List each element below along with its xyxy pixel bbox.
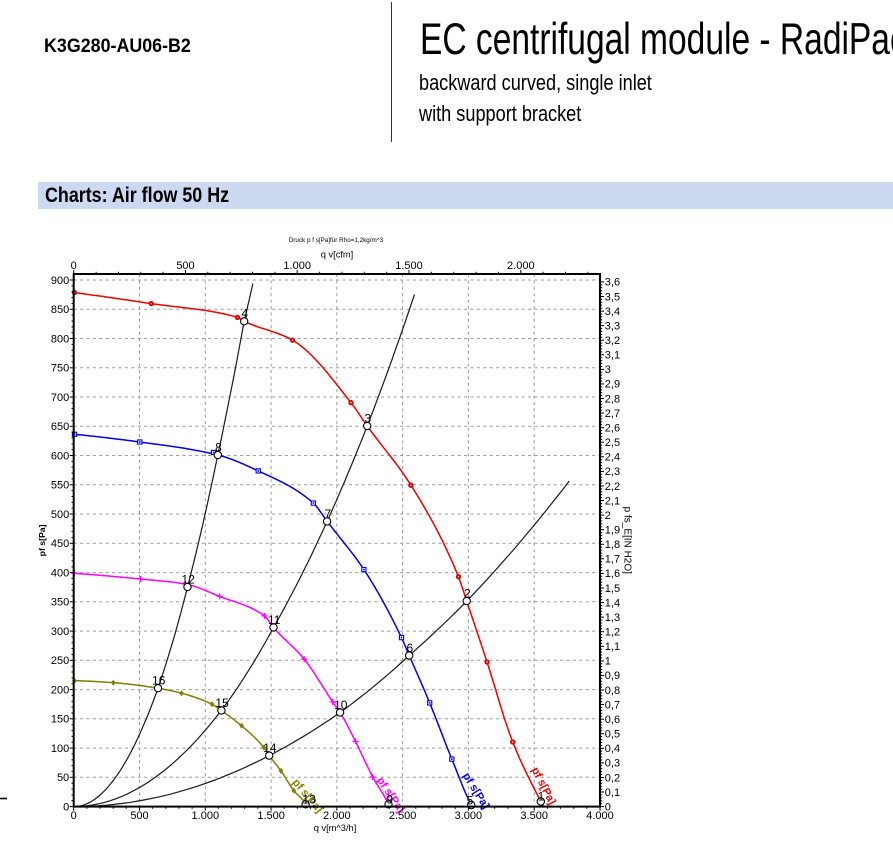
svg-text:0,4: 0,4	[605, 743, 620, 755]
svg-text:1: 1	[605, 656, 611, 668]
svg-text:50: 50	[57, 772, 69, 784]
svg-text:1,6: 1,6	[605, 568, 620, 580]
svg-text:0,8: 0,8	[605, 685, 620, 697]
svg-text:400: 400	[51, 567, 69, 579]
svg-text:2,8: 2,8	[605, 393, 620, 405]
svg-text:5: 5	[467, 793, 474, 807]
svg-text:14: 14	[263, 741, 277, 755]
svg-text:9: 9	[386, 793, 393, 807]
svg-text:1.000: 1.000	[283, 260, 311, 272]
svg-text:3,5: 3,5	[605, 291, 620, 303]
svg-text:2: 2	[464, 587, 471, 601]
svg-text:250: 250	[51, 655, 69, 667]
svg-text:3,2: 3,2	[605, 335, 620, 347]
svg-text:0: 0	[71, 260, 77, 272]
svg-text:10: 10	[334, 698, 348, 712]
svg-text:500: 500	[130, 810, 148, 822]
svg-text:650: 650	[51, 421, 69, 433]
svg-text:1,7: 1,7	[605, 554, 620, 566]
svg-text:2,4: 2,4	[605, 452, 620, 464]
svg-text:0,6: 0,6	[605, 714, 620, 726]
svg-text:1,9: 1,9	[605, 525, 620, 537]
svg-text:2,7: 2,7	[605, 408, 620, 420]
svg-text:1,5: 1,5	[605, 583, 620, 595]
svg-text:1: 1	[538, 790, 545, 804]
svg-text:q v[m^3/h]: q v[m^3/h]	[314, 823, 357, 833]
svg-text:3: 3	[605, 364, 611, 376]
svg-text:2.000: 2.000	[323, 810, 351, 822]
svg-text:450: 450	[51, 538, 69, 550]
svg-text:13: 13	[302, 793, 316, 807]
svg-text:500: 500	[176, 260, 194, 272]
svg-text:200: 200	[51, 684, 69, 696]
svg-text:0: 0	[71, 810, 77, 822]
svg-text:3,6: 3,6	[605, 277, 620, 289]
svg-text:3.000: 3.000	[455, 810, 483, 822]
svg-text:16: 16	[152, 674, 166, 688]
svg-text:2: 2	[605, 510, 611, 522]
svg-text:0,2: 0,2	[605, 772, 620, 784]
svg-text:100: 100	[51, 743, 69, 755]
svg-text:2.000: 2.000	[507, 260, 535, 272]
svg-text:0,1: 0,1	[605, 787, 620, 799]
svg-text:900: 900	[51, 275, 69, 287]
svg-text:1,4: 1,4	[605, 597, 620, 609]
svg-text:3.500: 3.500	[520, 810, 548, 822]
svg-text:3,1: 3,1	[605, 350, 620, 362]
svg-text:550: 550	[51, 480, 69, 492]
svg-text:4.000: 4.000	[586, 810, 614, 822]
svg-text:p fs_E[IN H2O]: p fs_E[IN H2O]	[622, 507, 633, 574]
svg-text:700: 700	[51, 392, 69, 404]
svg-text:3,4: 3,4	[605, 306, 620, 318]
svg-text:1.500: 1.500	[395, 260, 423, 272]
svg-text:0,7: 0,7	[605, 699, 620, 711]
svg-text:Druck p f s[Pa]für Rho=1,2kg/m: Druck p f s[Pa]für Rho=1,2kg/m^3	[289, 237, 384, 244]
svg-text:0,9: 0,9	[605, 670, 620, 682]
svg-text:0,3: 0,3	[605, 758, 620, 770]
svg-text:350: 350	[51, 597, 69, 609]
svg-text:0,5: 0,5	[605, 729, 620, 741]
svg-text:600: 600	[51, 450, 69, 462]
svg-text:q v[cfm]: q v[cfm]	[321, 249, 354, 259]
svg-text:0: 0	[63, 801, 69, 813]
svg-text:2,1: 2,1	[605, 495, 620, 507]
svg-text:11: 11	[268, 613, 281, 627]
svg-text:7: 7	[324, 507, 331, 521]
svg-text:1.000: 1.000	[192, 810, 220, 822]
svg-text:1,1: 1,1	[605, 641, 620, 653]
svg-text:pf s[Pa]: pf s[Pa]	[37, 524, 47, 556]
svg-text:150: 150	[51, 714, 69, 726]
svg-text:300: 300	[51, 626, 69, 638]
svg-text:2,6: 2,6	[605, 423, 620, 435]
svg-text:3,3: 3,3	[605, 320, 620, 332]
svg-text:3: 3	[365, 411, 372, 425]
svg-text:750: 750	[51, 363, 69, 375]
svg-text:500: 500	[51, 509, 69, 521]
svg-text:2,5: 2,5	[605, 437, 620, 449]
svg-text:2,9: 2,9	[605, 379, 620, 391]
svg-text:15: 15	[215, 696, 229, 710]
svg-text:1,8: 1,8	[605, 539, 620, 551]
svg-text:850: 850	[51, 304, 69, 316]
svg-text:800: 800	[51, 333, 69, 345]
svg-text:4: 4	[242, 307, 249, 321]
svg-text:6: 6	[407, 641, 414, 655]
svg-text:0: 0	[605, 801, 611, 813]
svg-text:8: 8	[215, 440, 222, 454]
svg-text:2,3: 2,3	[605, 466, 620, 478]
svg-text:2.500: 2.500	[389, 810, 417, 822]
svg-text:1,2: 1,2	[605, 627, 620, 639]
svg-text:2,2: 2,2	[605, 481, 620, 493]
svg-text:12: 12	[182, 572, 196, 586]
svg-text:1.500: 1.500	[257, 810, 285, 822]
svg-text:1,3: 1,3	[605, 612, 620, 624]
